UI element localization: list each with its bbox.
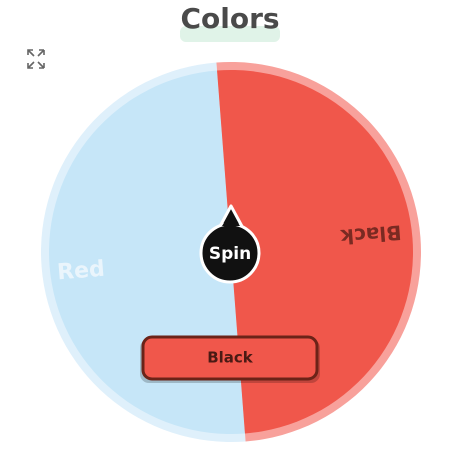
result-label: Black xyxy=(207,349,254,367)
spin-label: Spin xyxy=(209,244,251,264)
result-box: Black xyxy=(140,335,320,383)
segment-label: Red xyxy=(56,257,105,286)
spin-button[interactable]: Spin xyxy=(199,204,261,284)
title: Colors xyxy=(180,2,279,35)
segment-label: Black xyxy=(339,220,402,249)
title-highlight xyxy=(180,26,280,42)
expand-icon[interactable] xyxy=(27,49,45,69)
